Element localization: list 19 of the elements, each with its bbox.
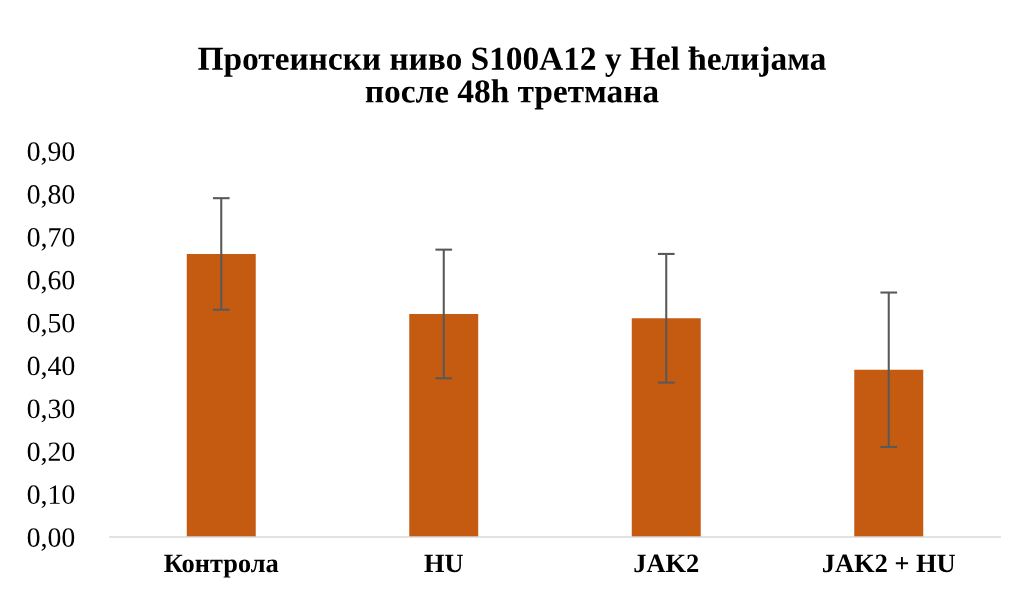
y-tick-label: 0,90 xyxy=(27,142,75,165)
y-tick-label: 0,40 xyxy=(27,356,75,380)
x-tick-label: Контрола xyxy=(164,554,279,578)
y-tick-label: 0,10 xyxy=(27,485,75,509)
y-tick-label: 0,50 xyxy=(27,313,75,337)
bar xyxy=(186,253,256,537)
y-tick-label: 0,00 xyxy=(27,528,75,551)
y-tick-label: 0,30 xyxy=(27,399,75,423)
chart-title: Протеински ниво S100A12 у Hel ћелијама после 48h третмана xyxy=(198,46,826,110)
x-tick-label: JAK2 xyxy=(634,554,699,573)
x-tick-label: JAK2 + HU xyxy=(823,554,955,573)
y-tick-label: 0,60 xyxy=(27,270,75,294)
y-tick-label: 0,20 xyxy=(27,442,75,466)
y-tick-label: 0,70 xyxy=(27,227,75,251)
bar xyxy=(854,369,924,537)
bar xyxy=(631,318,701,537)
x-tick-label: HU xyxy=(424,554,463,573)
bar xyxy=(409,313,479,537)
y-tick-label: 0,80 xyxy=(27,185,75,208)
